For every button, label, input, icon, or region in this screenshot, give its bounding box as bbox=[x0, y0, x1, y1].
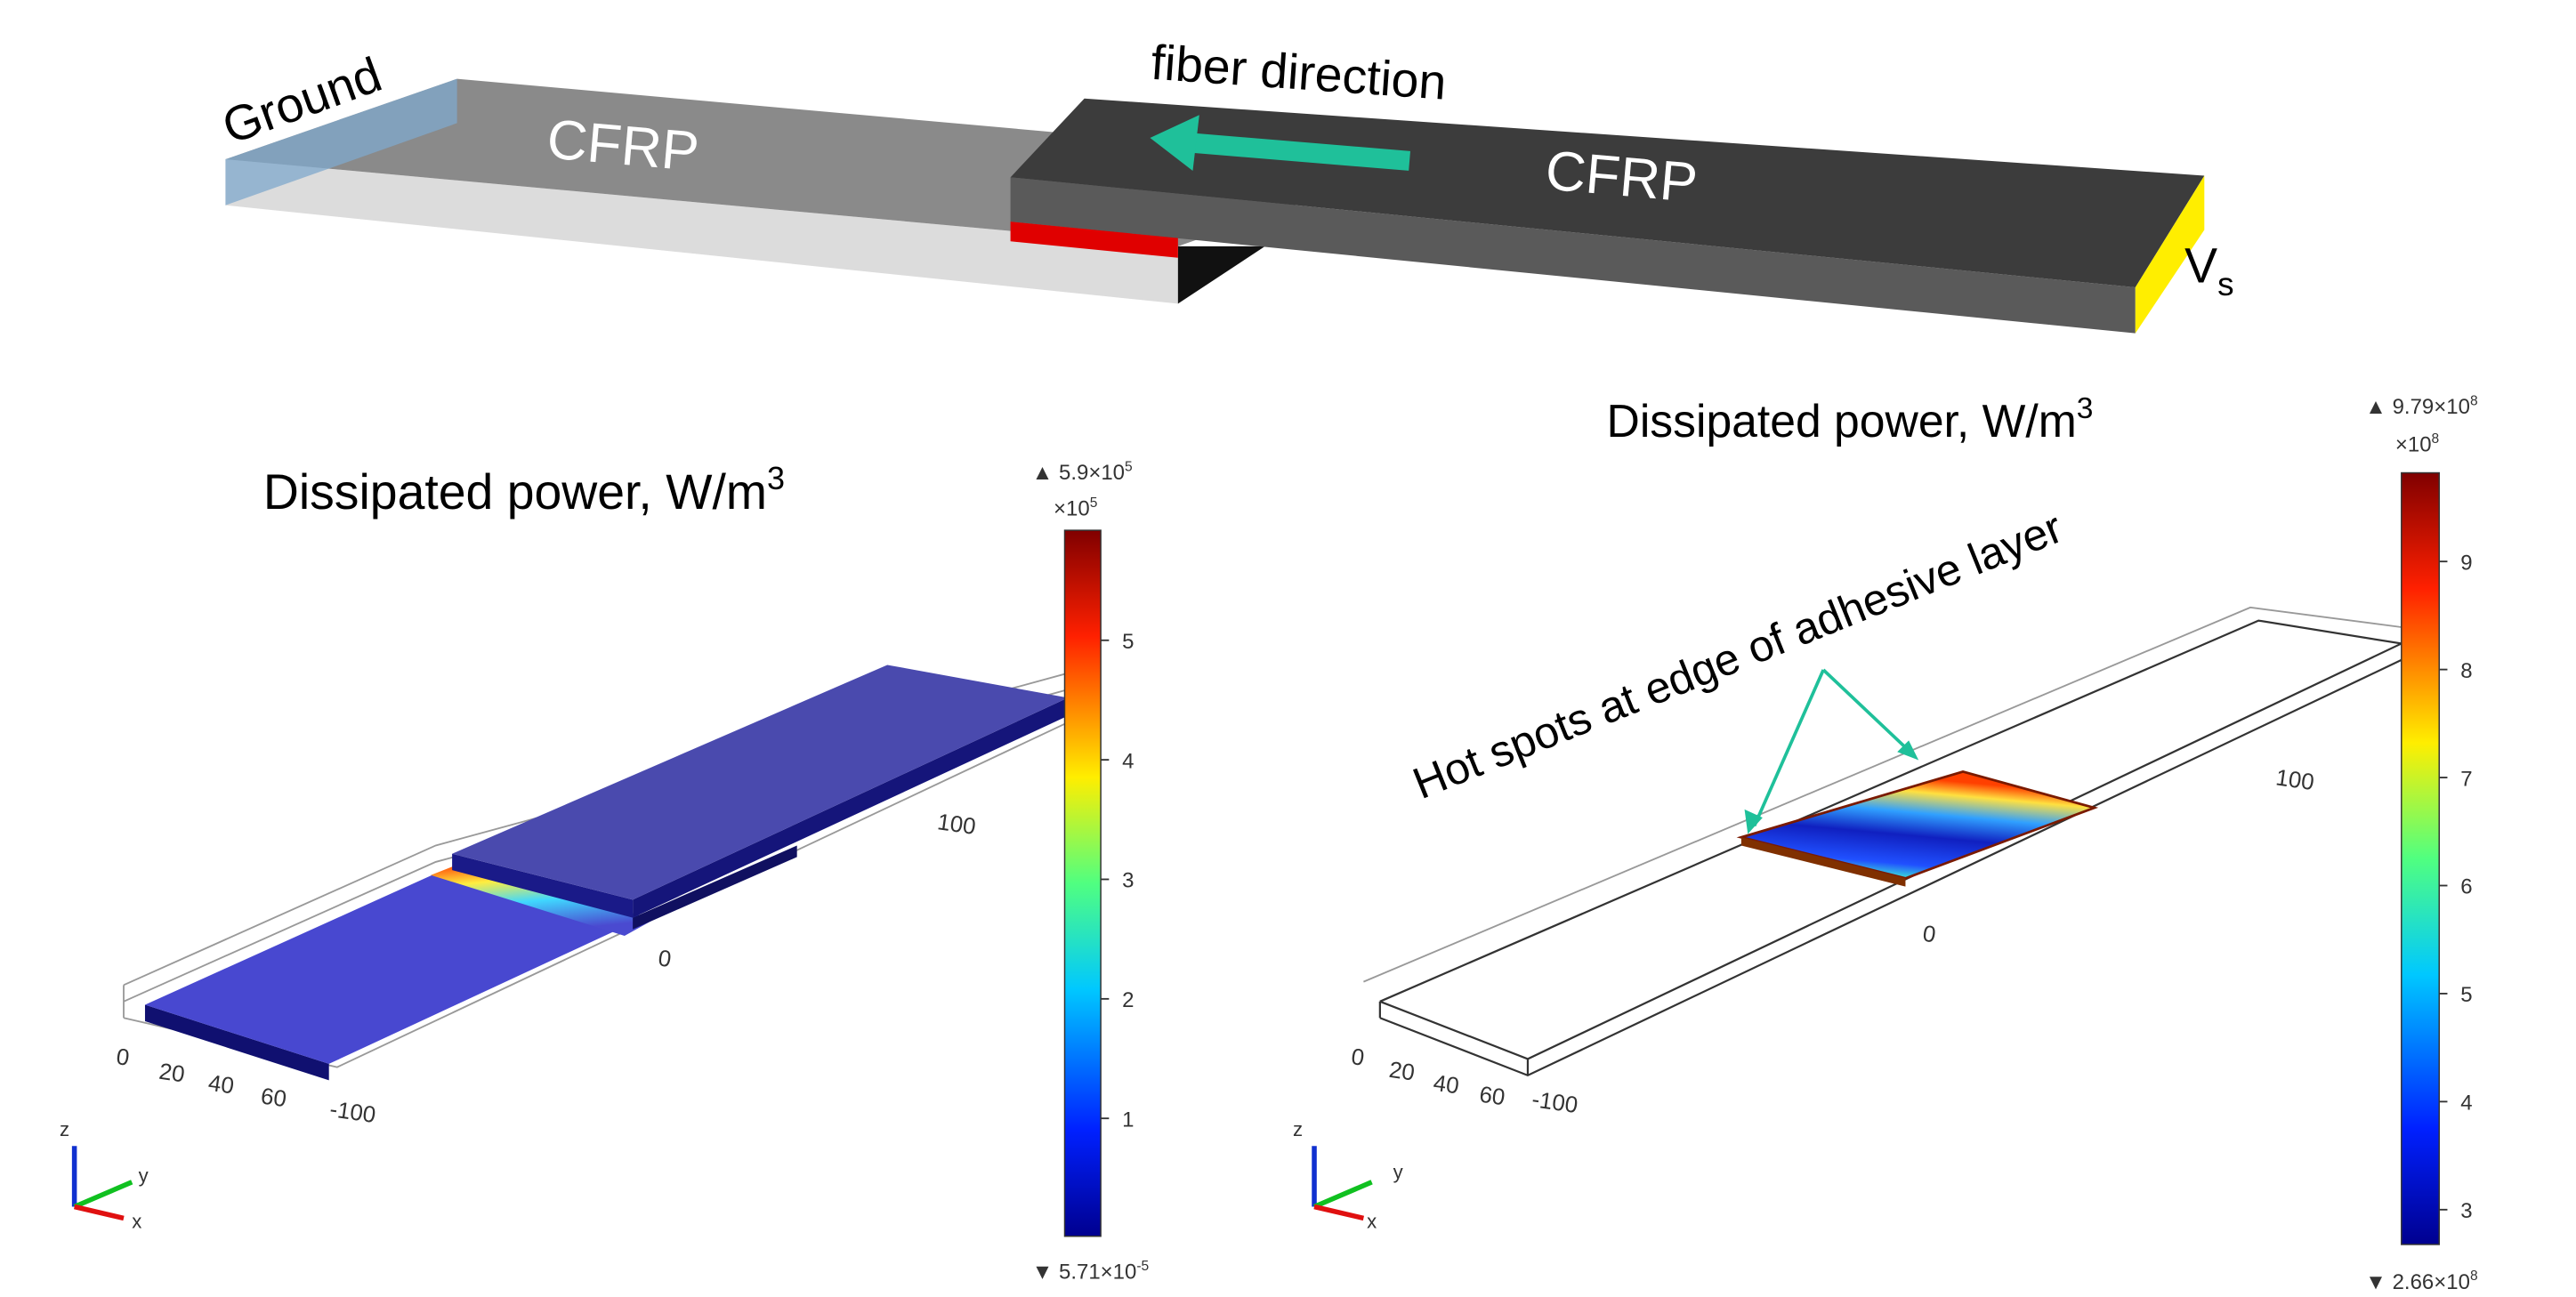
superscript: 3 bbox=[2077, 392, 2094, 425]
triad-y bbox=[1314, 1182, 1372, 1207]
triad-x bbox=[1314, 1206, 1363, 1218]
colorbar-tick-label: 4 bbox=[2460, 1092, 2472, 1116]
axis-tick-label: 0 bbox=[1921, 922, 1937, 948]
superscript: 8 bbox=[2470, 1269, 2478, 1284]
axis-tick-label: 100 bbox=[936, 810, 978, 840]
triad-label: x bbox=[1367, 1210, 1377, 1232]
superscript: 3 bbox=[767, 460, 785, 496]
axis-tick-label: 0 bbox=[657, 946, 673, 972]
axis-tick-label: -100 bbox=[328, 1097, 377, 1128]
gap-face bbox=[1178, 246, 1265, 304]
text-part: ▼ 2.66×10 bbox=[2365, 1270, 2470, 1294]
triad-label: y bbox=[139, 1164, 149, 1187]
colorbar-tick-label: 6 bbox=[2460, 875, 2472, 899]
triad-y bbox=[75, 1182, 133, 1207]
superscript: 5 bbox=[1125, 459, 1133, 474]
plot-title: Dissipated power, W/m3 bbox=[1607, 392, 2094, 447]
colorbar-tick-label: 4 bbox=[1122, 749, 1134, 773]
axis-tick-label: 0 bbox=[115, 1044, 131, 1071]
text-part: ×10 bbox=[2395, 433, 2432, 457]
colorbar-min: ▼ 5.71×10-5 bbox=[1032, 1259, 1150, 1285]
axis-tick-label: 60 bbox=[259, 1084, 287, 1112]
colorbar-tick-label: 1 bbox=[1122, 1108, 1134, 1132]
triad-x bbox=[75, 1206, 124, 1218]
axis-tick-label: -100 bbox=[1530, 1087, 1579, 1118]
axis-tick-label: 0 bbox=[1350, 1044, 1366, 1071]
text-part: Dissipated power, W/m bbox=[1607, 395, 2077, 447]
text-part: ×10 bbox=[1054, 497, 1090, 521]
axis-tick-label: 20 bbox=[157, 1059, 186, 1088]
colorbar-multiplier: ×105 bbox=[1054, 495, 1098, 521]
triad-label: z bbox=[60, 1118, 69, 1140]
cfrp-left-label: CFRP bbox=[545, 108, 701, 183]
annotation: Hot spots at edge of adhesive layer bbox=[1406, 502, 2069, 809]
text-part: Dissipated power, W/m bbox=[263, 464, 767, 520]
fiber-direction-label: fiber direction bbox=[1150, 35, 1449, 110]
plot-title: Dissipated power, W/m3 bbox=[263, 460, 785, 520]
colorbar bbox=[2402, 473, 2439, 1245]
text-part: ▲ 9.79×10 bbox=[2365, 395, 2470, 419]
schematic: Ground CFRP fiber direction CFRP Vs bbox=[215, 35, 2234, 334]
annotation-arrow bbox=[1823, 670, 1914, 755]
colorbar-min: ▼ 2.66×108 bbox=[2365, 1269, 2477, 1294]
axis-tick-label: 60 bbox=[1478, 1083, 1506, 1111]
figure: Ground CFRP fiber direction CFRP Vs bbox=[0, 0, 2576, 1297]
colorbar-max: ▲ 5.9×105 bbox=[1032, 459, 1133, 485]
colorbar bbox=[1065, 530, 1102, 1237]
colorbar-tick-label: 9 bbox=[2460, 551, 2472, 575]
voltage: V bbox=[2184, 238, 2217, 293]
superscript: 8 bbox=[2470, 393, 2478, 408]
triad-label: z bbox=[1293, 1118, 1303, 1140]
text-part: ▲ 5.9×10 bbox=[1032, 461, 1125, 485]
superscript: 8 bbox=[2432, 431, 2440, 447]
voltage-subscript: s bbox=[2217, 266, 2233, 302]
colorbar-tick-label: 5 bbox=[1122, 630, 1134, 654]
colorbar-multiplier: ×108 bbox=[2395, 431, 2439, 457]
colorbar-tick-label: 3 bbox=[2460, 1199, 2472, 1223]
colorbar-tick-label: 3 bbox=[1122, 869, 1134, 893]
adhesive-block bbox=[1741, 771, 2095, 878]
colorbar-tick-label: 7 bbox=[2460, 767, 2472, 791]
voltage-label: Vs bbox=[2184, 238, 2233, 302]
triad-label: y bbox=[1393, 1161, 1404, 1183]
axis-tick-label: 40 bbox=[1432, 1071, 1460, 1100]
colorbar-tick-label: 2 bbox=[1122, 988, 1134, 1012]
triad-label: x bbox=[132, 1210, 141, 1232]
text-part: ▼ 5.71×10 bbox=[1032, 1261, 1137, 1285]
colorbar-max: ▲ 9.79×108 bbox=[2365, 393, 2477, 419]
superscript: 5 bbox=[1090, 495, 1098, 511]
superscript: -5 bbox=[1136, 1259, 1149, 1274]
left-plot bbox=[75, 530, 1101, 1237]
axis-tick-label: 40 bbox=[206, 1071, 235, 1100]
colorbar-tick-label: 5 bbox=[2460, 983, 2472, 1007]
axis-tick-label: 20 bbox=[1387, 1058, 1416, 1086]
colorbar-tick-label: 8 bbox=[2460, 659, 2472, 683]
axis-tick-label: 100 bbox=[2274, 765, 2316, 795]
cfrp-right-label: CFRP bbox=[1543, 139, 1700, 214]
